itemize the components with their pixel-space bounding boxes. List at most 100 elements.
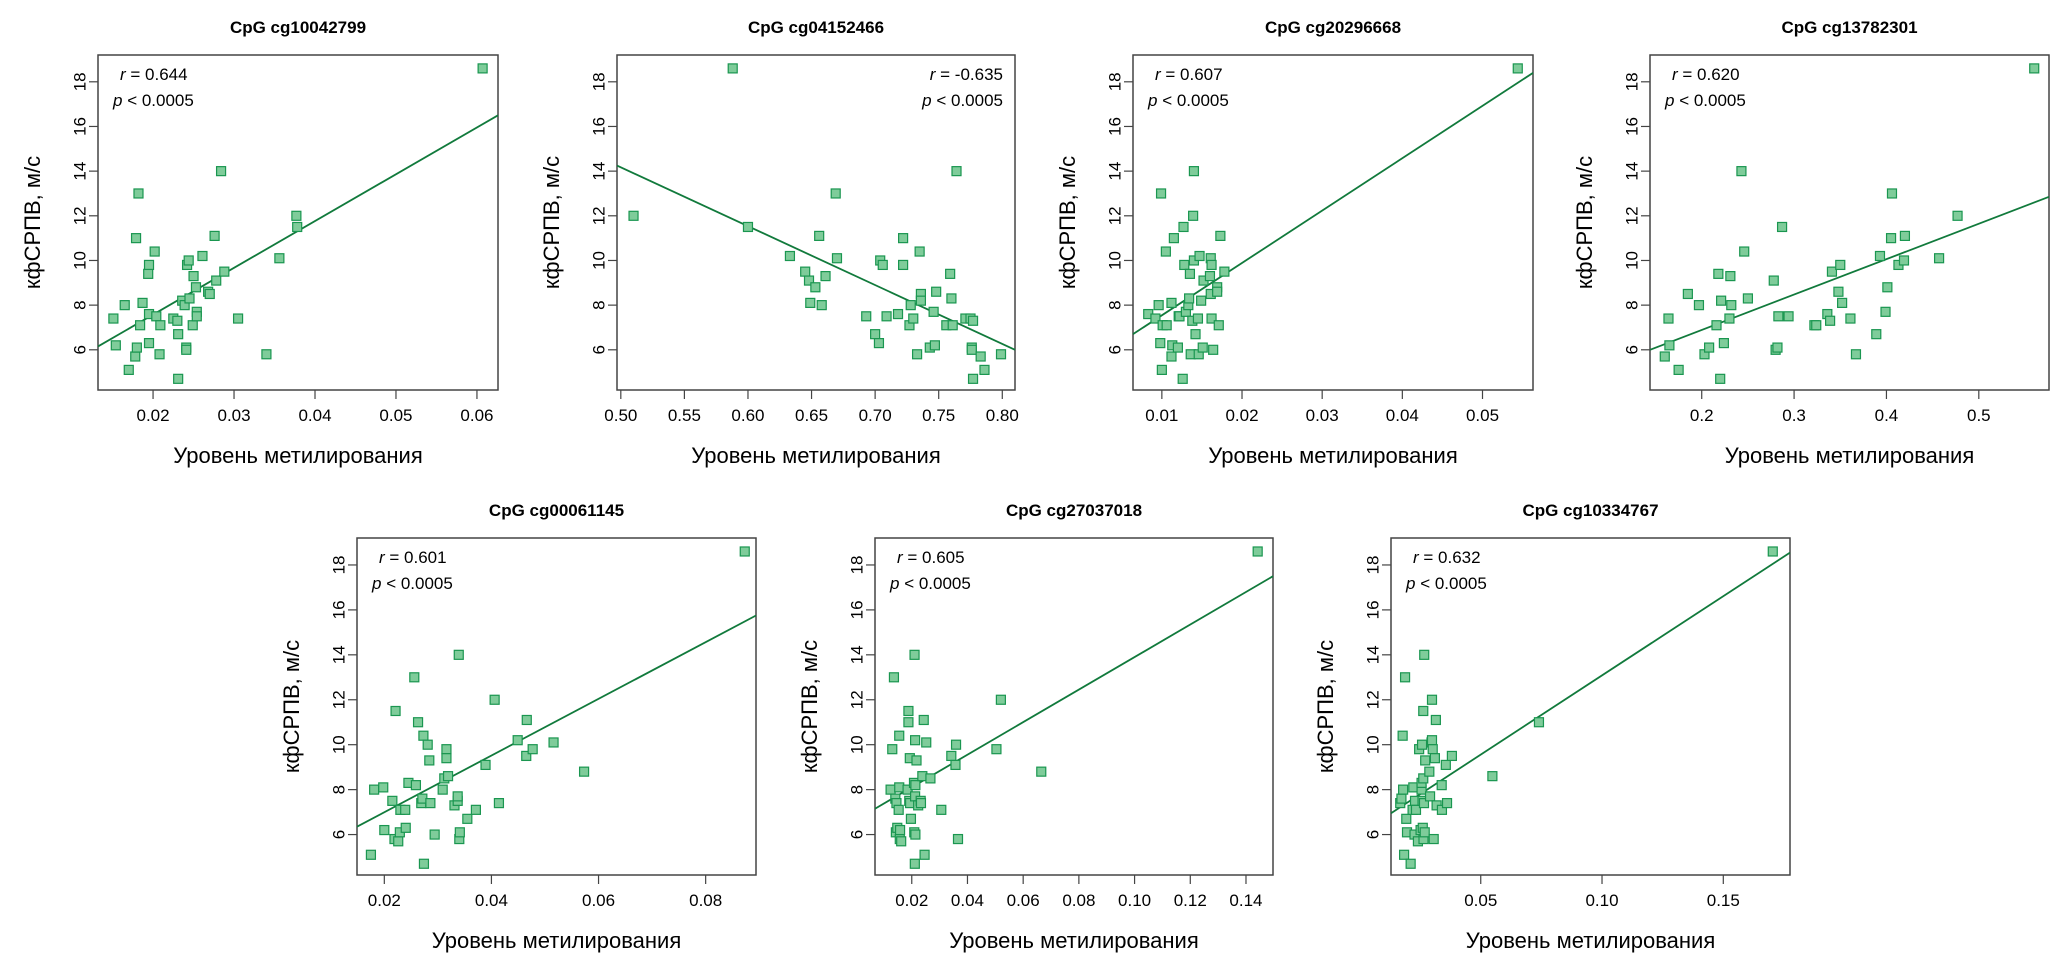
data-point [1952,210,1963,221]
data-point [905,813,917,824]
data-point [915,798,927,809]
data-point [1825,315,1836,326]
data-point [291,210,302,221]
data-point [1767,546,1778,557]
data-point [945,268,956,279]
x-tick-label: 0.05 [1464,891,1497,910]
data-point [1428,833,1439,845]
data-point [1168,233,1179,244]
plot-frame [356,537,757,876]
data-point [1835,259,1846,271]
data-point [881,311,892,322]
data-point [369,784,380,795]
x-tick-label: 0.05 [1466,406,1499,425]
data-point [898,259,909,271]
data-point [727,63,738,74]
x-tick-label: 0.02 [1225,406,1258,425]
data-point [379,824,390,836]
data-point [1436,780,1447,791]
p-value-label: p < 0.0005 [1405,574,1487,593]
x-tick-label: 0.5 [1967,406,1991,425]
x-tick-label: 0.04 [298,406,331,425]
data-point [1401,813,1412,824]
p-value-label: p < 0.0005 [112,91,194,110]
data-point [232,313,244,324]
data-point [800,266,811,277]
data-point [1192,313,1204,324]
data-point [1693,300,1705,311]
y-tick-label: 12 [330,690,349,709]
data-point [1871,329,1882,340]
correlation-r-label: r = 0.620 [1672,65,1740,84]
data-point [1768,275,1779,286]
y-axis-label: кфСРПВ, м/с [1055,156,1080,289]
data-point [493,798,505,809]
data-point [181,344,192,355]
data-point [137,297,148,308]
data-point [870,329,881,340]
y-tick-label: 8 [330,785,349,794]
data-point [1150,313,1161,324]
data-point [909,858,920,869]
data-point [219,266,230,277]
data-point [123,364,134,375]
chart-title: CpG cg13782301 [1781,18,1917,37]
y-tick-label: 10 [71,251,90,270]
y-tick-label: 16 [71,117,90,136]
data-point [910,829,921,840]
data-point [877,259,888,271]
data-point [1184,293,1195,304]
data-point [452,791,463,802]
data-point [893,804,904,815]
p-value-label: p < 0.0005 [921,91,1003,110]
y-tick-label: 12 [1364,690,1383,709]
data-point [1837,297,1848,308]
data-point [410,780,422,791]
data-point [814,230,825,241]
plot-frame [616,54,1016,391]
data-point [422,739,433,750]
data-point [1197,342,1208,353]
data-point [991,744,1002,755]
data-point [905,300,916,311]
data-point [1410,804,1422,815]
y-tick-label: 8 [1623,300,1642,309]
y-tick-label: 12 [590,206,609,225]
data-point [480,759,491,771]
data-point [885,784,896,795]
y-tick-label: 18 [71,72,90,91]
data-point [1664,340,1675,351]
data-point [1188,210,1199,221]
data-point [1155,338,1166,349]
y-tick-label: 16 [1106,117,1125,136]
data-point [1418,705,1429,717]
y-tick-label: 10 [848,735,867,754]
y-tick-label: 12 [71,206,90,225]
y-tick-label: 16 [848,600,867,619]
data-point [173,329,184,340]
scatter-panel: CpG cg20296668 0.01 0.02 0.03 0.04 0.05 6 8 10 12… [1055,18,1534,468]
data-point [1704,342,1715,353]
data-point [1215,230,1226,241]
data-point [1396,793,1407,804]
data-point [110,340,121,351]
x-tick-label: 0.14 [1229,891,1262,910]
data-point [1715,373,1726,384]
x-tick-label: 0.08 [689,891,722,910]
data-point [1850,349,1862,360]
x-tick-label: 0.4 [1875,406,1899,425]
data-point [1419,827,1430,838]
p-value-label: p < 0.0005 [371,574,453,593]
data-point [512,735,523,746]
x-tick-label: 0.03 [1306,406,1339,425]
x-axis-label: Уровень метилирования [1466,928,1715,953]
data-point [1252,546,1263,557]
y-axis-label: кфСРПВ, м/с [1572,156,1597,289]
y-tick-label: 8 [1364,785,1383,794]
x-axis-label: Уровень метилирования [949,928,1198,953]
data-point [292,221,303,233]
data-point [119,300,130,311]
data-point [1166,297,1177,308]
data-point [1179,259,1190,271]
data-point [894,824,906,836]
